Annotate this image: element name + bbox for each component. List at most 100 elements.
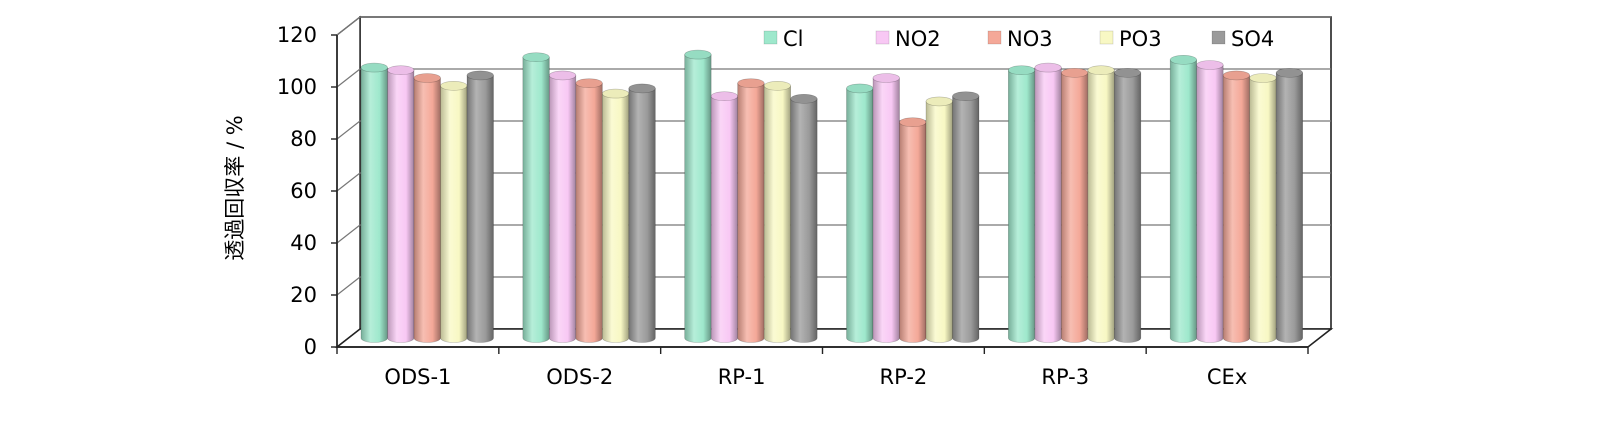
bar-ODS-2-SO4 [628,83,656,343]
legend-item-Cl: Cl [763,27,804,51]
x-tick-label: ODS-2 [546,365,613,389]
legend-label: Cl [783,27,804,51]
bar-CEx-NO2 [1196,60,1224,343]
bar-ODS-1-PO3 [440,81,468,343]
bar-top [925,96,953,107]
bar-body [763,85,791,343]
bars [360,49,1303,343]
bar-body [1087,69,1115,343]
legend-item-SO4: SO4 [1211,27,1274,51]
legend-item-PO3: PO3 [1099,27,1162,51]
legend-label: NO3 [1007,27,1053,51]
legend-label: SO4 [1231,27,1274,51]
bar-RP-2-NO2 [872,73,900,343]
y-tick-label: 60 [290,179,317,203]
bar-body [710,95,738,343]
bar-RP-1-SO4 [790,94,818,343]
bar-RP-3-SO4 [1114,68,1142,343]
y-tick-label: 80 [290,127,317,151]
y-axis-ticks: 0 20 40 60 80 100 120 [277,23,337,359]
bar-body [952,95,980,343]
gridlines [336,16,1331,296]
bar-ODS-1-Cl [360,62,388,343]
bar-RP-1-Cl [684,49,712,343]
x-tick-label: RP-1 [718,365,766,389]
bar-CEx-Cl [1169,54,1197,343]
bar-body [360,67,388,343]
bar-top [846,83,874,94]
bar-top [466,70,494,81]
bar-top [1061,68,1089,78]
y-tick-label: 20 [290,283,317,307]
bar-ODS-2-Cl [522,52,550,343]
bar-top [1114,68,1142,78]
bar-top [575,78,603,88]
bar-RP-1-PO3 [763,81,791,343]
bar-top [684,49,712,60]
x-axis: ODS-1 ODS-2 RP-1 RP-2 RP-3 CEx [336,35,1309,389]
bar-top [360,62,388,73]
bar-top [1196,60,1224,70]
x-tick-label: CEx [1207,365,1247,389]
bar-body [628,88,656,343]
bar-body [1061,72,1089,343]
bar-body [549,75,577,343]
bar-body [1249,77,1277,343]
bar-RP-3-NO3 [1061,68,1089,343]
y-tick-label: 40 [290,231,317,255]
bar-body [899,121,927,343]
legend: Cl NO2 NO3 PO3 SO4 [763,27,1274,51]
bar-body [1275,72,1303,343]
bar-top [1275,68,1303,78]
bar-top [1008,65,1036,75]
bar-body [1034,67,1062,343]
gridline-side [336,172,361,192]
y-tick-label: 100 [277,75,317,99]
bar-body [522,56,550,343]
bar-top [790,94,818,104]
y-tick-label: 0 [304,335,317,359]
bar-body [1114,72,1142,343]
bar-RP-3-Cl [1008,65,1036,343]
y-tick-label: 120 [277,23,317,47]
bar-top [1169,54,1197,65]
bar-body [846,88,874,343]
legend-swatch [1099,30,1114,45]
bar-top [1087,65,1115,75]
bar-body [466,75,494,343]
bar-RP-3-NO2 [1034,62,1062,343]
bar-top [522,52,550,63]
x-tick-label: ODS-1 [384,365,451,389]
gridline-side [336,224,361,244]
bar-body [602,93,630,343]
bar-CEx-PO3 [1249,73,1277,343]
bar-top [737,78,765,88]
bar-body [387,69,415,343]
bar-top [872,73,900,83]
bar-CEx-NO3 [1222,70,1250,343]
bar-top [387,65,415,75]
bar-ODS-2-NO2 [549,70,577,343]
bar-body [440,85,468,343]
bar-top [763,81,791,91]
bar-CEx-SO4 [1275,68,1303,343]
bar-ODS-1-NO3 [413,73,441,343]
bar-top [628,83,656,94]
bar-body [1169,59,1197,343]
bar-ODS-2-NO3 [575,78,603,343]
legend-label: NO2 [895,27,941,51]
gridline-side [336,68,361,88]
bar-RP-2-Cl [846,83,874,343]
bar-body [1196,64,1224,343]
bar-body [737,82,765,343]
legend-item-NO3: NO3 [987,27,1053,51]
bar-body [684,54,712,343]
gridline-side [336,276,361,296]
bar-top [1034,62,1062,73]
bar-RP-2-NO3 [899,117,927,343]
bar-body [790,98,818,343]
legend-swatch [1211,30,1226,45]
bar-RP-1-NO3 [737,78,765,343]
bar-top [1222,70,1250,81]
bar-top [440,81,468,91]
